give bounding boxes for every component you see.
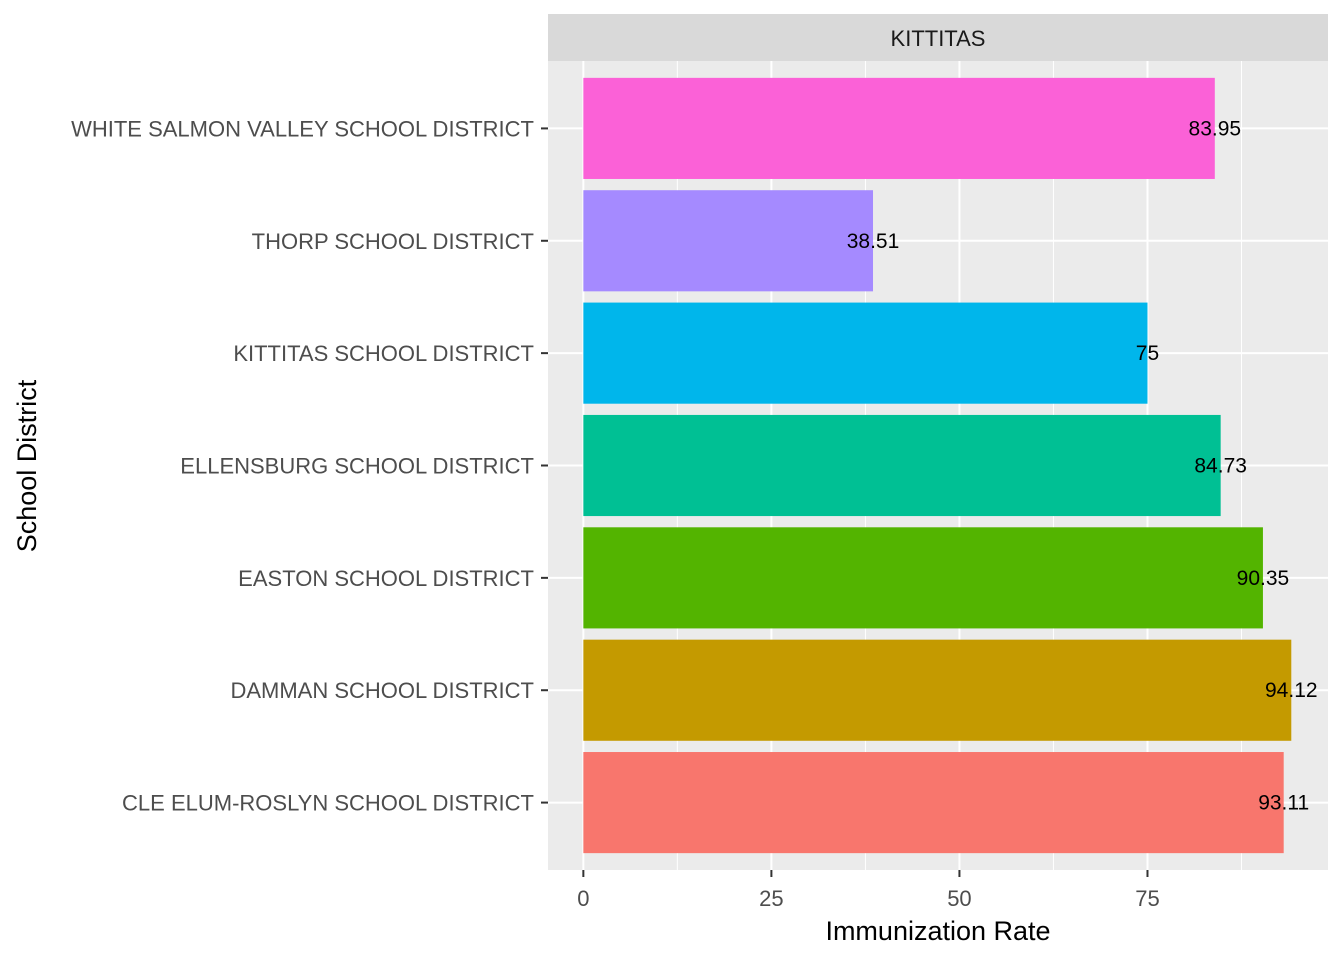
bar (583, 639, 1292, 741)
bar (583, 302, 1148, 404)
bar (583, 527, 1263, 629)
y-tick-label: CLE ELUM-ROSLYN SCHOOL DISTRICT (122, 791, 534, 816)
data-label: 75 (1136, 342, 1159, 365)
x-tick-label: 25 (759, 886, 783, 911)
data-label: 83.95 (1189, 117, 1242, 140)
y-tick-label: THORP SCHOOL DISTRICT (252, 229, 534, 254)
y-tick-label: DAMMAN SCHOOL DISTRICT (230, 678, 534, 703)
bar (583, 752, 1284, 854)
x-tick-label: 75 (1135, 886, 1159, 911)
x-tick-label: 50 (947, 886, 971, 911)
y-tick-label: KITTITAS SCHOOL DISTRICT (233, 341, 534, 366)
y-axis-title: School District (12, 379, 42, 552)
bars (583, 77, 1292, 854)
data-label: 84.73 (1194, 455, 1247, 478)
data-label: 94.12 (1265, 679, 1318, 702)
data-labels: 93.11 94.12 90.35 84.73 75 38.51 83.95 (847, 117, 1318, 814)
y-tick-label: WHITE SALMON VALLEY SCHOOL DISTRICT (71, 116, 534, 141)
x-tick-label: 0 (577, 886, 589, 911)
y-axis: CLE ELUM-ROSLYN SCHOOL DISTRICT DAMMAN SC… (71, 116, 548, 816)
y-tick-label: ELLENSBURG SCHOOL DISTRICT (180, 454, 534, 479)
facet-strip-label: KITTITAS (891, 26, 986, 51)
y-tick-label: EASTON SCHOOL DISTRICT (238, 566, 534, 591)
bar (583, 190, 874, 292)
facet-strip (548, 14, 1328, 61)
data-label: 90.35 (1237, 567, 1290, 590)
data-label: 93.11 (1258, 792, 1309, 815)
x-axis: 0 25 50 75 (577, 870, 1160, 911)
data-label: 38.51 (847, 230, 900, 253)
x-axis-title: Immunization Rate (825, 916, 1050, 946)
bar (583, 414, 1221, 517)
bar (583, 77, 1215, 179)
